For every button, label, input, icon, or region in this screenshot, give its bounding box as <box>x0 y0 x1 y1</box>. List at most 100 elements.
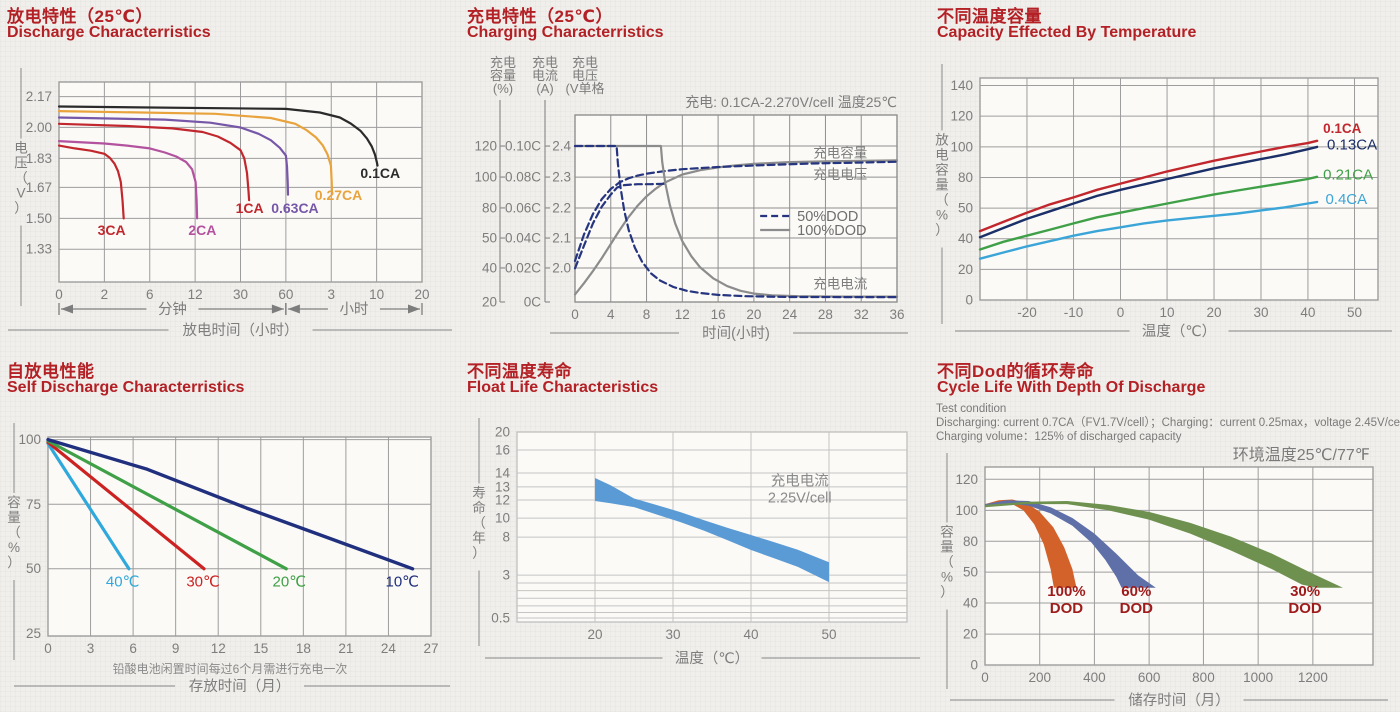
svg-text:3: 3 <box>87 641 95 656</box>
svg-text:6: 6 <box>129 641 137 656</box>
chart-title-en: Charging Characterristics <box>467 24 664 41</box>
svg-text:10: 10 <box>1160 305 1175 320</box>
svg-text:0: 0 <box>965 293 973 308</box>
svg-text:充电电流: 充电电流 <box>813 276 867 291</box>
svg-text:20: 20 <box>1207 305 1222 320</box>
svg-text:0.13CA: 0.13CA <box>1327 137 1377 154</box>
panel-capacity-by-temperature: 不同温度容量 Capacity Effected By Temperature … <box>930 0 1400 355</box>
svg-text:32: 32 <box>854 307 869 322</box>
svg-text:2: 2 <box>101 287 109 302</box>
y-axis-header-capacity: 充电 容量 (%) <box>489 55 516 96</box>
svg-text:2.25V/cell: 2.25V/cell <box>768 491 832 507</box>
chart-title-zh: 不同温度容量 <box>937 7 1042 26</box>
chart-title-en: Capacity Effected By Temperature <box>937 24 1197 41</box>
svg-text:2.3: 2.3 <box>552 170 571 185</box>
test-condition-line2: Discharging: current 0.7CA（FV1.7V/cell）；… <box>936 417 1400 429</box>
svg-text:50: 50 <box>1347 305 1362 320</box>
chart-title-zh: 充电特性（25℃） <box>467 7 613 26</box>
svg-text:10: 10 <box>369 287 384 302</box>
charge-condition-note: 充电: 0.1CA-2.270V/cell 温度25℃ <box>685 94 897 110</box>
svg-text:8: 8 <box>643 307 651 322</box>
panel-self-discharge: 自放电性能 Self Discharge Characterristics 铅酸… <box>0 355 460 712</box>
svg-text:3: 3 <box>502 568 510 583</box>
svg-text:0.21CA: 0.21CA <box>1323 167 1373 184</box>
svg-text:30%DOD: 30% DOD <box>1288 583 1322 617</box>
svg-text:0.63CA: 0.63CA <box>271 200 318 216</box>
svg-text:24: 24 <box>782 307 798 322</box>
svg-text:30: 30 <box>1253 305 1268 320</box>
svg-text:2.0: 2.0 <box>552 260 571 275</box>
panel-charging-characteristics: 充电特性（25℃） Charging Characterristics 充电 容量… <box>460 0 930 355</box>
svg-text:0: 0 <box>55 287 63 302</box>
svg-text:36: 36 <box>889 307 904 322</box>
svg-text:充电容量: 充电容量 <box>813 144 867 160</box>
ambient-temperature-note: 环境温度25℃/77℉ <box>1232 447 1370 464</box>
y-axis-header-voltage: 充电 电压 (V单格 <box>565 55 605 96</box>
svg-text:30: 30 <box>233 287 248 302</box>
svg-text:1.67: 1.67 <box>26 180 52 195</box>
svg-text:1.83: 1.83 <box>26 151 52 166</box>
svg-text:9: 9 <box>172 641 180 656</box>
svg-text:100%DOD: 100%DOD <box>1047 583 1085 617</box>
svg-text:1.33: 1.33 <box>26 242 52 257</box>
svg-text:0C: 0C <box>524 295 542 310</box>
svg-text:2.00: 2.00 <box>26 120 52 135</box>
svg-text:1.50: 1.50 <box>26 211 52 226</box>
svg-text:12: 12 <box>675 307 690 322</box>
svg-text:温度（℃）: 温度（℃） <box>1142 323 1216 340</box>
svg-text:2.4: 2.4 <box>552 139 571 154</box>
svg-text:50: 50 <box>821 627 836 642</box>
panel-discharge-characteristics: 放电特性（25℃） Discharge Characterristics 0 2 6… <box>0 0 460 355</box>
svg-text:12: 12 <box>211 641 226 656</box>
svg-text:140: 140 <box>950 78 973 93</box>
svg-text:放电容量（%）: 放电容量（%） <box>935 133 949 238</box>
chart-title-en: Self Discharge Characterristics <box>7 379 245 396</box>
svg-text:温度（℃）: 温度（℃） <box>675 650 749 667</box>
svg-text:60%DOD: 60% DOD <box>1120 583 1154 617</box>
svg-text:20: 20 <box>414 287 429 302</box>
svg-text:容量（%）: 容量（%） <box>940 524 954 600</box>
svg-text:18: 18 <box>296 641 311 656</box>
svg-text:100: 100 <box>955 503 978 518</box>
svg-text:20: 20 <box>482 295 497 310</box>
svg-text:40: 40 <box>963 596 978 611</box>
svg-text:20℃: 20℃ <box>273 573 307 590</box>
svg-text:27: 27 <box>423 641 438 656</box>
svg-text:50: 50 <box>958 201 973 216</box>
svg-text:0.10C: 0.10C <box>505 139 541 154</box>
svg-text:电压（V）: 电压（ V） <box>14 141 28 216</box>
svg-text:放电时间（小时）: 放电时间（小时） <box>183 322 299 339</box>
svg-text:100%DOD: 100%DOD <box>797 223 866 239</box>
cycle-life-chart: 0 200 400 600 800 1000 1200 0 20 40 50 80 100 120 100%… <box>940 453 1388 709</box>
svg-text:15: 15 <box>253 641 268 656</box>
svg-text:0.04C: 0.04C <box>505 231 541 246</box>
capacity-temperature-chart: -20 -10 0 10 20 30 40 50 0 20 40 50 80 100 120 140 0.1CA… <box>935 64 1392 340</box>
svg-text:25: 25 <box>26 626 41 641</box>
svg-text:80: 80 <box>482 200 497 215</box>
svg-text:储存时间（月）: 储存时间（月） <box>1128 692 1230 709</box>
svg-text:容量（%）: 容量（%） <box>7 494 21 570</box>
svg-text:充电电流: 充电电流 <box>771 472 829 489</box>
self-discharge-chart: 0 3 6 9 12 15 18 21 24 27 25 50 75 100 40℃ 30℃ 20℃ 10℃ 存放时… <box>7 423 450 695</box>
svg-text:寿命（年）: 寿命（年） <box>472 485 486 561</box>
svg-text:120: 120 <box>474 139 497 154</box>
svg-text:0: 0 <box>1117 305 1125 320</box>
svg-text:120: 120 <box>950 109 973 124</box>
svg-text:24: 24 <box>381 641 397 656</box>
svg-text:10℃: 10℃ <box>386 573 420 590</box>
svg-text:50: 50 <box>963 565 978 580</box>
svg-text:1200: 1200 <box>1298 670 1328 685</box>
svg-text:20: 20 <box>587 627 602 642</box>
charging-characteristics-chart: 0 4 8 12 16 20 24 28 32 36 120 100 80 50 40 20 0.10C 0.08… <box>474 100 908 342</box>
chart-title-zh: 放电特性（25℃） <box>7 7 153 26</box>
chart-title-zh: 不同温度寿命 <box>467 362 572 381</box>
chart-title-en: Discharge Characterristics <box>7 24 211 41</box>
svg-text:1CA: 1CA <box>236 200 264 216</box>
svg-text:分钟: 分钟 <box>158 301 187 318</box>
svg-text:40: 40 <box>1300 305 1315 320</box>
svg-text:40: 40 <box>958 231 973 246</box>
svg-text:16: 16 <box>495 443 510 458</box>
svg-text:20: 20 <box>495 425 510 440</box>
svg-text:75: 75 <box>26 497 41 512</box>
